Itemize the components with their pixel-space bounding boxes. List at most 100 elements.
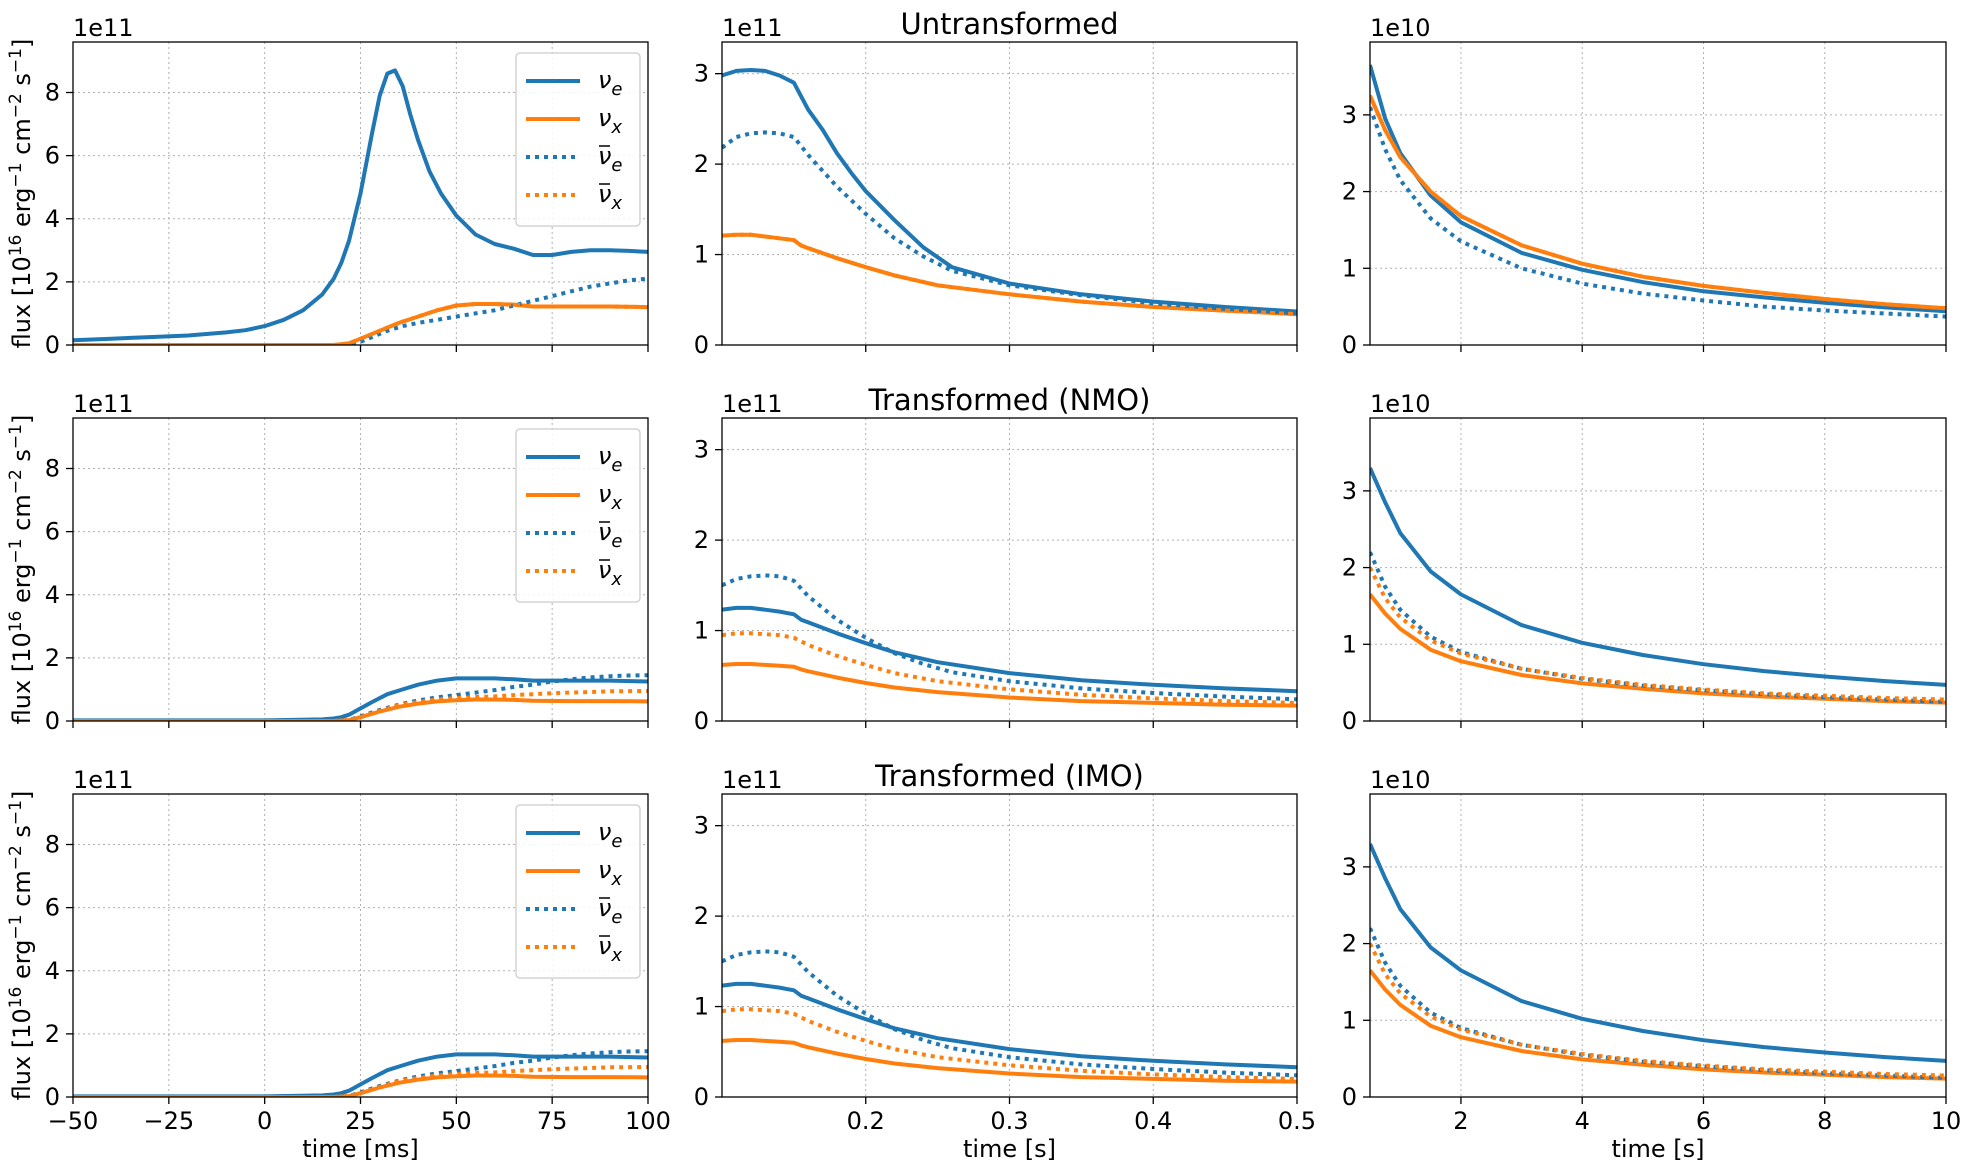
y-tick-label: 2 [1342,554,1357,582]
offset-text: 1e11 [73,390,134,418]
series-group-row1-col3 [1370,64,1946,319]
series-line [722,1038,1297,1084]
series-line [73,1049,648,1097]
legend-label: νx [598,932,622,966]
y-tick-label: 0 [694,1083,709,1111]
offset-text: 1e11 [722,14,783,42]
series-line [722,573,1297,702]
x-tick-label: −25 [144,1107,195,1135]
series-group-row3-col2 [722,949,1297,1084]
legend-label-subscript: e [611,155,622,176]
y-axis-label-part: 16 [6,235,26,257]
legend-label-symbol: ν [598,932,611,960]
legend-label-symbol: ν [598,518,611,546]
legend-label: νe [598,818,622,852]
series-line [1370,94,1946,311]
series-group-row2-col2 [722,573,1297,708]
y-axis-label: flux [1016 erg−1 cm−2 s−1] [6,415,36,725]
y-tick-label: 4 [45,205,60,233]
panel-title: Transformed (NMO) [868,383,1151,417]
series-line [73,68,648,343]
y-tick-label: 2 [45,268,60,296]
y-tick-label: 0 [1342,1083,1357,1111]
x-tick-label: 4 [1575,1107,1590,1135]
y-axis-label-part: −1 [6,424,26,449]
series-line [1370,566,1946,702]
legend-label-subscript: e [611,531,622,552]
x-tick-label: 6 [1696,1107,1711,1135]
panel-row1-col2: 0 1 2 3 1e11 Untransformed [694,7,1298,359]
y-axis-label-part: −2 [6,845,26,870]
offset-text: 1e11 [73,14,134,42]
y-tick-label: 0 [1342,707,1357,735]
series-line [722,949,1297,1078]
y-axis-label-part: −1 [6,915,26,940]
offset-text: 1e10 [1370,766,1431,794]
y-tick-label: 6 [45,894,60,922]
x-tick-label: 0.4 [1134,1107,1172,1135]
legend-label: νe [598,518,622,552]
legend-label-symbol: ν [598,104,611,132]
y-tick-label: 0 [1342,331,1357,359]
y-axis-label-text: flux [1016 erg−1 cm−2 s−1] [6,415,36,725]
legend-label-symbol: ν [598,856,611,884]
y-axis-label-part: erg [8,188,36,235]
y-axis-label-part: cm [8,870,36,914]
legend-label-symbol: ν [598,480,611,508]
y-axis-label-part: ] [8,39,36,48]
panel-row3-col3: 0 1 2 3 2 4 6 8 10 time [s] 1e10 [1342,766,1962,1163]
y-axis-label-part: erg [8,564,36,611]
y-axis-label-part: −2 [6,469,26,494]
y-tick-label: 3 [1342,853,1357,881]
panel-row3-col2: 0 1 2 3 0.2 0.3 0.4 0.5 time [s] 1e11 Transformed … [694,759,1316,1163]
y-tick-label: 3 [694,812,709,840]
y-axis-label-part: ] [8,415,36,424]
axes-frame [1369,793,1947,1098]
legend-label-subscript: x [610,117,622,138]
y-tick-label: 1 [694,241,709,269]
series-line [73,676,648,721]
y-tick-label: 2 [1342,178,1357,206]
series-line [73,673,648,721]
panel-row2-col2: 0 1 2 3 1e11 Transformed (NMO) [694,383,1298,735]
series-line [1370,64,1946,314]
y-axis-label-part: −1 [6,163,26,188]
y-tick-label: 2 [694,902,709,930]
y-tick-label: 1 [1342,630,1357,658]
y-axis-label-part: ] [8,791,36,800]
legend-label-subscript: e [611,455,622,476]
series-line [1370,467,1946,687]
legend-label-subscript: e [611,831,622,852]
x-tick-label: 10 [1931,1107,1962,1135]
y-tick-label: 1 [694,993,709,1021]
y-axis-label-part: −1 [6,539,26,564]
y-axis-label-part: flux [10 [8,256,36,348]
series-line [73,1065,648,1097]
legend-label-subscript: e [611,907,622,928]
y-tick-label: 1 [694,617,709,645]
y-tick-label: 0 [45,331,60,359]
axes-frame [1369,41,1947,346]
offset-text: 1e10 [1370,14,1431,42]
series-line [722,662,1297,708]
y-axis-label: flux [1016 erg−1 cm−2 s−1] [6,791,36,1101]
legend-label: νe [598,442,622,476]
y-tick-label: 6 [45,518,60,546]
series-group-row1-col2 [722,68,1297,317]
legend-frame [515,428,641,603]
x-tick-label: 2 [1453,1107,1468,1135]
series-group-row2-col3 [1370,467,1946,705]
x-tick-label: 0.2 [847,1107,885,1135]
series-line [73,689,648,721]
series-line [722,1007,1297,1081]
legend-label-symbol: ν [598,556,611,584]
y-tick-label: 8 [45,79,60,107]
legend-label-symbol: ν [598,442,611,470]
x-axis-label: time [s] [1611,1135,1704,1163]
y-axis-label-text: flux [1016 erg−1 cm−2 s−1] [6,791,36,1101]
y-axis-label-part: s [8,73,36,93]
y-axis-label-part: cm [8,494,36,538]
y-axis-label-part: flux [10 [8,1008,36,1100]
legend-label-subscript: x [610,193,622,214]
